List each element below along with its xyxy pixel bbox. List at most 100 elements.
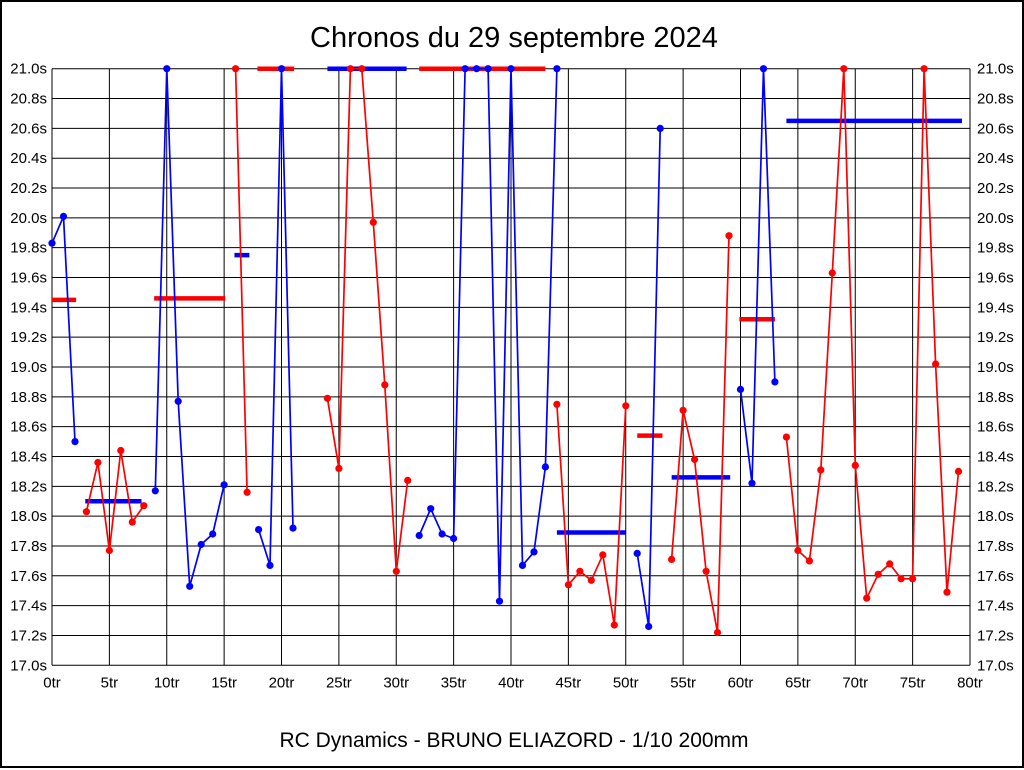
- lap-point-blue-driver: [197, 540, 205, 549]
- lap-point-blue-driver: [163, 65, 171, 73]
- y-axis-label-left: 17.6s: [10, 568, 47, 585]
- lap-point-red-driver: [610, 621, 618, 629]
- lap-point-red-driver: [943, 588, 951, 596]
- lap-point-red-driver: [691, 455, 699, 464]
- lap-point-blue-driver: [495, 597, 504, 605]
- lap-point-red-driver: [381, 381, 389, 389]
- lap-point-red-driver: [105, 546, 113, 555]
- x-axis-label: 60tr: [728, 674, 754, 691]
- lap-point-red-driver: [404, 476, 412, 484]
- lap-line-blue-driver: [739, 68, 776, 484]
- lap-point-blue-driver: [771, 378, 779, 386]
- lap-point-red-driver: [232, 65, 240, 73]
- y-axis-label-right: 18.4s: [977, 448, 1014, 465]
- lap-point-blue-driver: [415, 531, 423, 540]
- lap-point-red-driver: [909, 575, 917, 583]
- lap-point-blue-driver: [748, 479, 756, 487]
- x-axis-label: 10tr: [154, 674, 180, 691]
- lap-point-blue-driver: [71, 438, 79, 446]
- y-axis-label-right: 20.6s: [977, 120, 1014, 137]
- lap-point-blue-driver: [461, 65, 469, 73]
- lap-point-blue-driver: [645, 622, 653, 631]
- y-axis-label-left: 18.2s: [10, 478, 47, 495]
- lap-point-red-driver: [335, 464, 343, 472]
- lap-point-blue-driver: [438, 530, 446, 538]
- lap-point-red-driver: [851, 461, 859, 469]
- y-axis-label-right: 21.0s: [977, 61, 1014, 78]
- y-axis-label-right: 17.2s: [977, 627, 1014, 644]
- lap-point-red-driver: [805, 557, 814, 565]
- lap-point-blue-driver: [427, 505, 435, 513]
- lap-point-red-driver: [128, 518, 136, 526]
- lap-point-blue-driver: [484, 65, 492, 73]
- lap-point-blue-driver: [656, 124, 664, 132]
- lap-point-blue-driver: [633, 549, 641, 558]
- y-axis-label-right: 18.8s: [977, 389, 1014, 406]
- lap-line-red-driver: [670, 235, 730, 633]
- lap-point-red-driver: [140, 502, 148, 510]
- lap-point-blue-driver: [48, 239, 56, 247]
- lap-point-red-driver: [794, 546, 802, 555]
- lap-point-red-driver: [392, 567, 400, 575]
- y-axis-label-right: 18.0s: [977, 508, 1014, 525]
- lap-line-red-driver: [785, 68, 960, 602]
- y-axis-label-left: 17.8s: [10, 538, 47, 555]
- lap-point-red-driver: [358, 65, 366, 73]
- y-axis-label-right: 19.0s: [977, 359, 1014, 376]
- lap-point-blue-driver: [473, 65, 481, 73]
- y-axis-labels-left: 21.0s 20.8s 20.6s 20.4s 20.2s 20.0s 19.8s 19.6s…: [10, 61, 47, 675]
- lap-point-blue-driver: [289, 524, 297, 532]
- lap-line-blue-driver: [636, 128, 662, 627]
- lap-point-blue-driver: [507, 65, 515, 73]
- lap-point-red-driver: [863, 594, 871, 602]
- lap-point-red-driver: [346, 65, 354, 73]
- lap-point-blue-driver: [186, 582, 194, 590]
- lap-point-red-driver: [897, 575, 905, 583]
- y-axis-label-left: 20.4s: [10, 150, 47, 167]
- chart-footer: RC Dynamics - BRUNO ELIAZORD - 1/10 200m…: [279, 729, 748, 752]
- y-axis-label-right: 17.6s: [977, 568, 1014, 585]
- lap-point-red-driver: [954, 467, 963, 475]
- y-axis-label-left: 18.4s: [10, 448, 47, 465]
- y-axis-label-left: 19.4s: [10, 299, 47, 316]
- lap-point-red-driver: [920, 65, 928, 73]
- y-axis-label-left: 19.8s: [10, 240, 47, 257]
- lap-point-blue-driver: [209, 530, 217, 538]
- lap-line-red-driver: [234, 68, 248, 493]
- lap-point-red-driver: [82, 508, 90, 516]
- x-axis-label: 80tr: [957, 674, 983, 691]
- lap-point-red-driver: [553, 400, 561, 408]
- lap-point-blue-driver: [759, 65, 768, 73]
- lap-point-blue-driver: [59, 212, 68, 220]
- lap-point-red-driver: [622, 402, 630, 410]
- y-axis-label-right: 18.6s: [977, 419, 1014, 436]
- y-axis-label-left: 20.8s: [10, 91, 47, 108]
- y-axis-label-left: 18.8s: [10, 389, 47, 406]
- lap-lines: [51, 67, 960, 633]
- y-axis-label-left: 21.0s: [10, 61, 47, 78]
- lap-point-red-driver: [874, 570, 882, 578]
- y-axis-label-right: 19.6s: [977, 270, 1014, 287]
- lap-point-blue-driver: [530, 548, 538, 556]
- x-axis-label: 30tr: [383, 674, 409, 691]
- lap-line-blue-driver: [257, 68, 294, 566]
- lap-point-red-driver: [702, 567, 710, 575]
- chart-title: Chronos du 29 septembre 2024: [310, 22, 718, 54]
- lap-line-blue-driver: [51, 216, 76, 442]
- average-bars: [52, 66, 962, 535]
- y-axis-label-right: 20.2s: [977, 180, 1014, 197]
- lap-point-red-driver: [782, 433, 791, 441]
- y-axis-label-right: 18.2s: [977, 478, 1014, 495]
- y-axis-label-right: 19.8s: [977, 240, 1014, 257]
- lap-line-red-driver: [326, 67, 409, 572]
- y-axis-label-right: 20.8s: [977, 91, 1014, 108]
- y-axis-label-right: 19.4s: [977, 299, 1014, 316]
- y-axis-label-right: 17.0s: [977, 657, 1014, 674]
- x-axis-label: 15tr: [211, 674, 237, 691]
- y-axis-label-left: 18.0s: [10, 508, 47, 525]
- y-axis-label-left: 20.2s: [10, 180, 47, 197]
- y-axis-label-left: 18.6s: [10, 419, 47, 436]
- y-axis-label-right: 17.8s: [977, 538, 1014, 555]
- lap-point-red-driver: [828, 269, 836, 277]
